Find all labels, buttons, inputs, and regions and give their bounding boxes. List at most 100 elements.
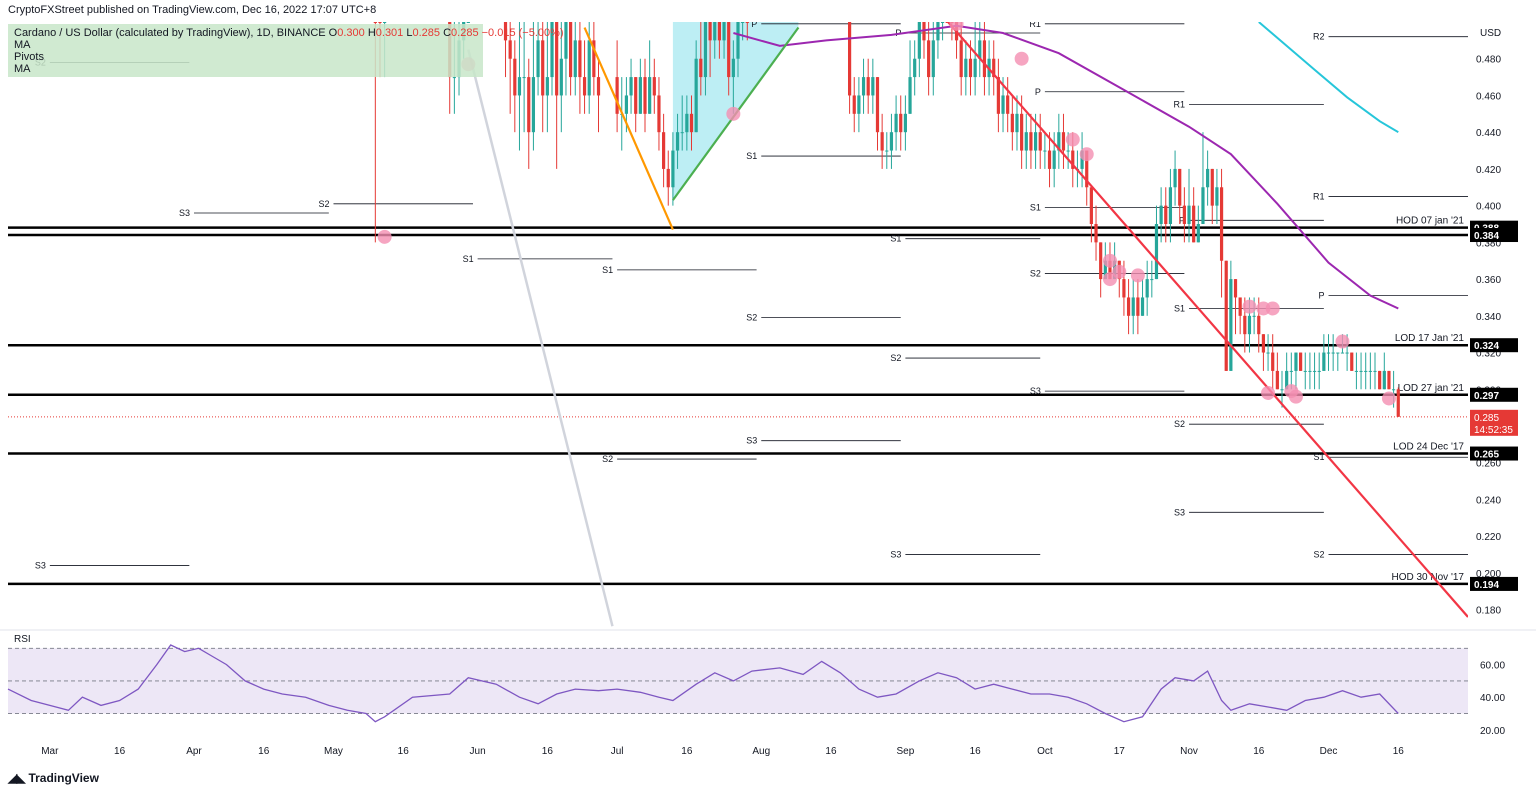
y-tick-label-12: 0.240 [1476, 495, 1501, 506]
current-price-tag-bg [1470, 409, 1518, 436]
x-tick-label-13: 16 [970, 746, 982, 757]
footer-brand: TradingView [28, 771, 99, 785]
candle-body-37 [652, 77, 656, 96]
candle-body-40 [666, 168, 670, 188]
candle-body-98 [1033, 132, 1038, 151]
candle-body-93 [1010, 113, 1014, 133]
legend-indicator-ma-1[interactable]: MA [14, 39, 31, 51]
y-tick-label-13: 0.220 [1476, 532, 1501, 543]
candle-body-150 [1275, 370, 1279, 390]
candle-body-163 [1336, 352, 1340, 354]
candle-body-2 [383, 22, 387, 23]
candle-body-1 [378, 22, 382, 23]
candle-body-176 [1396, 389, 1400, 417]
candle-body-106 [1071, 150, 1075, 169]
level-tag-4: 0.265 [1474, 450, 1499, 461]
candle-body-159 [1317, 370, 1321, 372]
symbol-title[interactable]: Cardano / US Dollar (calculated by Tradi… [14, 27, 326, 39]
candle-body-28 [596, 77, 601, 96]
ohlc-high: 0.301 [375, 27, 404, 39]
candle-body-99 [1038, 132, 1042, 151]
moving-average-line-0 [733, 24, 1399, 310]
candle-body-140 [1229, 279, 1233, 371]
rsi-pane: RSI 60.00 40.00 20.00 [7, 634, 1505, 737]
level-tag-5: 0.194 [1474, 580, 1499, 591]
pivot-circle-9 [1112, 264, 1127, 279]
candle-body-166 [1350, 352, 1354, 371]
horizontal-levels: HOD 07 jan '21 LOD 17 Jan '21 LOD 27 jan '… [8, 216, 1468, 586]
candle-body-148 [1266, 352, 1270, 354]
candle-body-16 [541, 40, 545, 96]
candle-body-10 [513, 58, 517, 96]
pivot-label-15: R1 [1029, 19, 1041, 29]
candle-body-33 [634, 77, 638, 114]
candle-body-105 [1066, 150, 1070, 152]
candle-body-13 [527, 77, 531, 133]
candle-body-17 [545, 77, 549, 96]
candle-body-48 [703, 22, 708, 78]
candle-body-36 [648, 77, 652, 114]
trendline-2 [583, 27, 674, 230]
ohlc-open: 0.300 [337, 27, 365, 39]
ohlc-low: 0.285 [412, 27, 441, 39]
pivot-label-24: S3 [1174, 507, 1185, 517]
candle-body-96 [1024, 132, 1028, 151]
candle-body-7 [466, 22, 470, 23]
pivot-circle-18 [1381, 391, 1396, 406]
candle-body-125 [1159, 205, 1163, 224]
candle-body-78 [940, 22, 945, 23]
candle-body-20 [559, 58, 563, 96]
pivot-label-8: S1 [746, 151, 757, 161]
candle-body-11 [517, 77, 522, 96]
level-tag-bg-4 [1470, 446, 1518, 461]
candle-body-76 [931, 40, 935, 78]
x-tick-label-8: Jul [611, 746, 624, 757]
pivot-label-28: S1 [1313, 452, 1324, 462]
ohlc-close-label: C [443, 27, 452, 39]
candle-body-73 [917, 22, 921, 59]
candle-body-89 [992, 58, 996, 78]
candle-body-46 [694, 58, 698, 133]
candle-body-113 [1103, 260, 1107, 280]
candle-body-103 [1057, 132, 1061, 151]
candle-body-32 [629, 77, 633, 96]
legend-indicator-pivots[interactable]: Pivots [14, 51, 44, 63]
legend-indicator-ma-2[interactable]: MA [14, 63, 31, 75]
pivot-circle-10 [1130, 268, 1145, 283]
candle-body-151 [1280, 389, 1284, 391]
y-tick-label-3: 0.420 [1476, 165, 1501, 176]
y-tick-label-0: 0.480 [1476, 55, 1501, 66]
candle-body-147 [1261, 334, 1266, 353]
candle-body-47 [699, 58, 703, 78]
candle-body-149 [1271, 352, 1275, 371]
candle-body-58 [847, 22, 852, 96]
x-tick-label-3: 16 [258, 746, 270, 757]
moving-averages [733, 22, 1399, 310]
pivot-circle-2 [726, 106, 741, 121]
level-tag-bg-3 [1470, 387, 1518, 402]
x-tick-label-4: May [324, 746, 343, 757]
candle-body-57 [745, 22, 749, 23]
pivot-label-25: R2 [1313, 32, 1325, 42]
candle-body-66 [885, 150, 889, 152]
candle-body-174 [1387, 370, 1391, 390]
candle-body-82 [959, 40, 963, 78]
moving-average-line-1 [1258, 22, 1399, 134]
pivot-label-6: S2 [602, 454, 613, 464]
rsi-tick-0: 60.00 [1480, 661, 1505, 672]
currency-label: USD [1480, 28, 1501, 39]
candle-body-29 [615, 77, 619, 114]
candle-body-65 [880, 132, 884, 151]
rsi-label: RSI [14, 634, 31, 645]
level-tag-bg-5 [1470, 576, 1518, 591]
candle-body-119 [1131, 297, 1135, 316]
pivot-label-4: S1 [463, 254, 474, 264]
pivot-label-23: S2 [1174, 419, 1185, 429]
level-label-0: HOD 07 jan '21 [1396, 216, 1464, 227]
candle-body-70 [903, 113, 907, 133]
candle-body-114 [1108, 260, 1112, 280]
y-tick-label-6: 0.360 [1476, 275, 1501, 286]
candle-body-91 [1001, 95, 1005, 114]
candle-body-64 [875, 77, 880, 133]
